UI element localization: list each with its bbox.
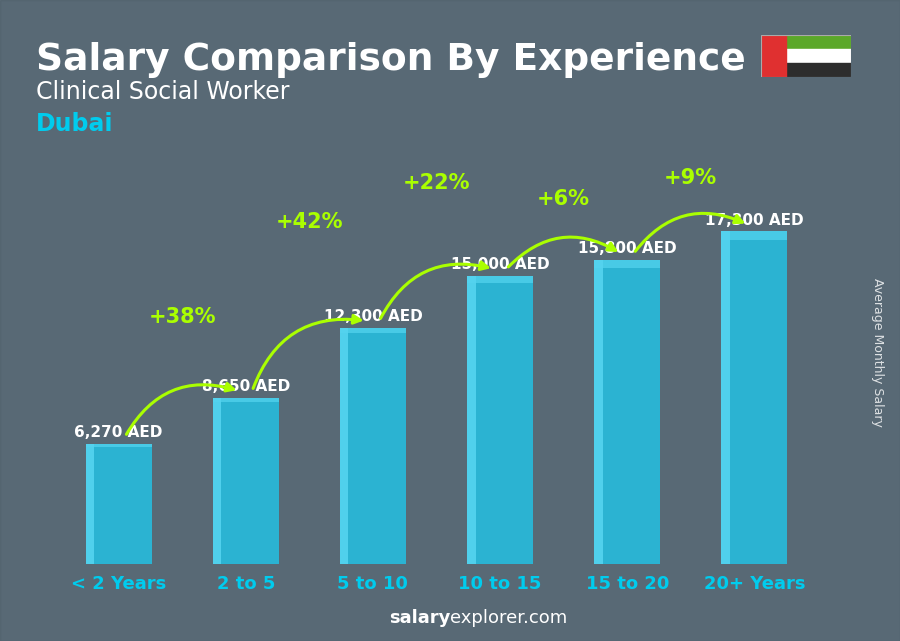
Text: explorer.com: explorer.com	[450, 609, 567, 627]
Text: Clinical Social Worker: Clinical Social Worker	[36, 80, 290, 104]
Text: 8,650 AED: 8,650 AED	[202, 379, 290, 394]
Bar	[340, 328, 406, 564]
Text: 12,300 AED: 12,300 AED	[324, 309, 422, 324]
Bar	[212, 397, 279, 402]
Bar	[467, 276, 475, 564]
Bar	[721, 231, 730, 564]
Bar	[467, 276, 533, 283]
Bar	[212, 397, 279, 564]
Bar	[721, 231, 788, 564]
Text: 15,800 AED: 15,800 AED	[578, 242, 677, 256]
Text: +6%: +6%	[537, 188, 590, 209]
Text: +38%: +38%	[148, 307, 216, 327]
Text: +42%: +42%	[275, 212, 343, 232]
Bar	[721, 231, 788, 240]
Text: 6,270 AED: 6,270 AED	[75, 424, 163, 440]
Bar	[594, 260, 603, 564]
Text: salary: salary	[389, 609, 450, 627]
Bar	[86, 444, 152, 447]
Bar	[786, 35, 850, 49]
Bar	[86, 444, 152, 564]
Bar	[594, 260, 661, 564]
Bar	[340, 328, 348, 564]
Text: +9%: +9%	[664, 167, 717, 188]
Bar	[212, 397, 221, 564]
Bar	[86, 444, 94, 564]
Bar	[760, 35, 786, 77]
Text: Average Monthly Salary: Average Monthly Salary	[871, 278, 884, 427]
Text: Salary Comparison By Experience: Salary Comparison By Experience	[36, 42, 746, 78]
Text: 15,000 AED: 15,000 AED	[451, 257, 549, 272]
Text: 17,300 AED: 17,300 AED	[705, 213, 804, 228]
Bar	[467, 276, 533, 564]
Text: Dubai: Dubai	[36, 112, 113, 136]
Bar	[786, 63, 850, 77]
Bar	[340, 328, 406, 333]
Bar	[786, 49, 850, 63]
Bar	[594, 260, 661, 268]
Text: +22%: +22%	[403, 173, 470, 194]
